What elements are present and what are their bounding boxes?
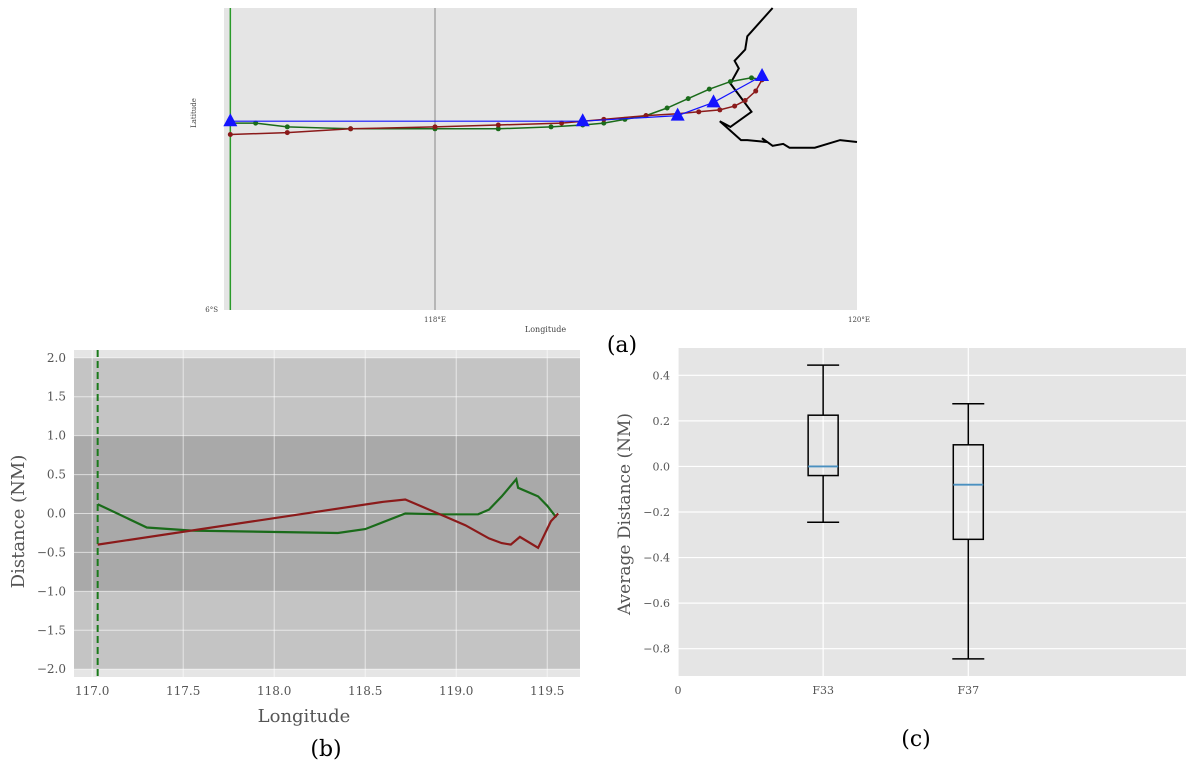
ytick-label: 1.0 — [47, 429, 66, 443]
track-red-point — [559, 120, 565, 126]
map-ylabel: Latitude — [190, 98, 198, 128]
track-green-point — [253, 120, 259, 126]
track-red-point — [742, 97, 748, 103]
distance-line-red — [97, 498, 560, 550]
track-green-point — [749, 75, 754, 81]
box-f33-iqr — [807, 414, 839, 477]
ytick-label: 2.0 — [47, 351, 66, 365]
map-xtick: 120°E — [848, 316, 870, 324]
ytick-label: −0.5 — [37, 545, 66, 559]
track-red-point — [753, 88, 759, 94]
distance-line-green — [97, 476, 558, 535]
track-red-point — [227, 131, 233, 137]
ytick-label: 0.0 — [653, 460, 671, 473]
track-red-point — [732, 103, 738, 109]
panel-a-map: 118°E 120°E 6°S Longitude Latitude — [190, 7, 870, 334]
panel-label-a: (a) — [607, 333, 637, 358]
track-green-point — [495, 126, 501, 132]
ytick-label: −2.0 — [37, 662, 66, 676]
track-green-point — [284, 124, 290, 130]
y-axis-label: Distance (NM) — [8, 455, 29, 589]
track-green-point — [727, 79, 733, 85]
coastline — [719, 7, 858, 149]
ytick-label: −1.5 — [37, 623, 66, 637]
track-blue-triangle — [706, 94, 721, 108]
xtick-label: 117.5 — [166, 684, 200, 698]
map-xtick: 118°E — [424, 316, 446, 324]
track-blue-triangle — [670, 107, 685, 121]
xtick-label: 0 — [675, 684, 682, 697]
track-green-point — [548, 124, 554, 130]
ytick-label: −0.4 — [643, 552, 670, 565]
map-background — [224, 8, 857, 310]
panel-label-c: (c) — [901, 727, 931, 752]
xtick-label: 119.0 — [439, 684, 473, 698]
track-red-point — [717, 107, 723, 113]
track-green-point — [706, 86, 712, 92]
ytick-label: 0.0 — [47, 507, 66, 521]
ytick-label: −0.6 — [643, 597, 670, 610]
xtick-label: 118.0 — [257, 684, 291, 698]
panel-c-boxplot: 0.4 0.2 0.0 −0.2 −0.4 −0.6 −0.8 0 F33 F37 Average … — [615, 348, 1186, 697]
xtick-label: F33 — [812, 684, 834, 697]
ytick-label: 0.5 — [47, 468, 66, 482]
track-green-point — [601, 120, 607, 126]
track-green-point — [685, 96, 691, 102]
track-blue-triangle — [223, 113, 238, 127]
track-red-point — [495, 122, 501, 128]
ytick-label: −0.8 — [643, 643, 670, 656]
xtick-label: 118.5 — [348, 684, 382, 698]
box-f37-iqr — [952, 444, 985, 541]
ytick-label: 0.4 — [653, 369, 671, 382]
xtick-label: F37 — [957, 684, 979, 697]
x-axis-label: Longitude — [258, 706, 351, 727]
track-red-point — [348, 126, 354, 132]
track-green-point — [664, 105, 670, 111]
panel-b-distance-chart: 117.0 117.5 118.0 118.5 119.0 119.5 2.0 1.5 1.0 0… — [8, 350, 580, 727]
ytick-label: −0.2 — [643, 506, 670, 519]
map-ytick: 6°S — [205, 306, 218, 314]
track-red-point — [696, 109, 702, 115]
ytick-label: 1.5 — [47, 390, 66, 404]
ytick-label: −1.0 — [37, 584, 66, 598]
panel-label-b: (b) — [310, 737, 341, 762]
y-axis-label: Average Distance (NM) — [615, 413, 635, 616]
xtick-label: 117.0 — [75, 684, 109, 698]
ytick-label: 0.2 — [653, 415, 671, 428]
map-xlabel: Longitude — [525, 325, 566, 334]
track-blue-triangle — [575, 113, 590, 127]
xtick-label: 119.5 — [530, 684, 564, 698]
track-red-point — [432, 124, 438, 130]
track-blue-triangle — [755, 67, 770, 81]
track-red-point — [284, 130, 290, 136]
